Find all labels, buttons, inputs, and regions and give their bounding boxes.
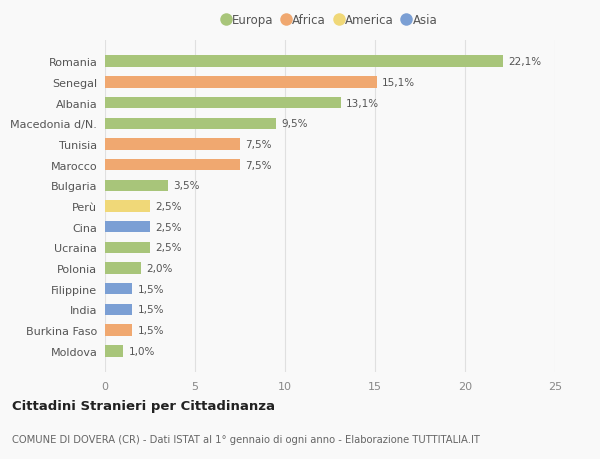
Text: 22,1%: 22,1% [508, 57, 541, 67]
Bar [105, 56, 503, 67]
Text: 9,5%: 9,5% [281, 119, 308, 129]
Text: 3,5%: 3,5% [173, 181, 200, 191]
Text: COMUNE DI DOVERA (CR) - Dati ISTAT al 1° gennaio di ogni anno - Elaborazione TUT: COMUNE DI DOVERA (CR) - Dati ISTAT al 1°… [12, 434, 480, 444]
Text: 13,1%: 13,1% [346, 98, 379, 108]
Bar [105, 325, 132, 336]
Text: 2,5%: 2,5% [155, 202, 182, 212]
Bar [105, 263, 141, 274]
Bar [105, 304, 132, 315]
Text: 1,0%: 1,0% [128, 346, 155, 356]
Legend: Europa, Africa, America, Asia: Europa, Africa, America, Asia [218, 9, 442, 32]
Bar [105, 180, 168, 191]
Bar [105, 77, 377, 88]
Text: 1,5%: 1,5% [137, 305, 164, 315]
Text: 7,5%: 7,5% [245, 160, 272, 170]
Bar [105, 98, 341, 109]
Text: 2,0%: 2,0% [146, 263, 173, 274]
Text: 7,5%: 7,5% [245, 140, 272, 150]
Text: 2,5%: 2,5% [155, 222, 182, 232]
Text: 1,5%: 1,5% [137, 284, 164, 294]
Text: Cittadini Stranieri per Cittadinanza: Cittadini Stranieri per Cittadinanza [12, 399, 275, 412]
Text: 15,1%: 15,1% [382, 78, 415, 88]
Bar [105, 242, 150, 253]
Bar [105, 160, 240, 171]
Text: 1,5%: 1,5% [137, 325, 164, 336]
Bar [105, 118, 276, 129]
Text: 2,5%: 2,5% [155, 243, 182, 253]
Bar [105, 284, 132, 295]
Bar [105, 222, 150, 233]
Bar [105, 139, 240, 150]
Bar [105, 201, 150, 212]
Bar [105, 346, 123, 357]
